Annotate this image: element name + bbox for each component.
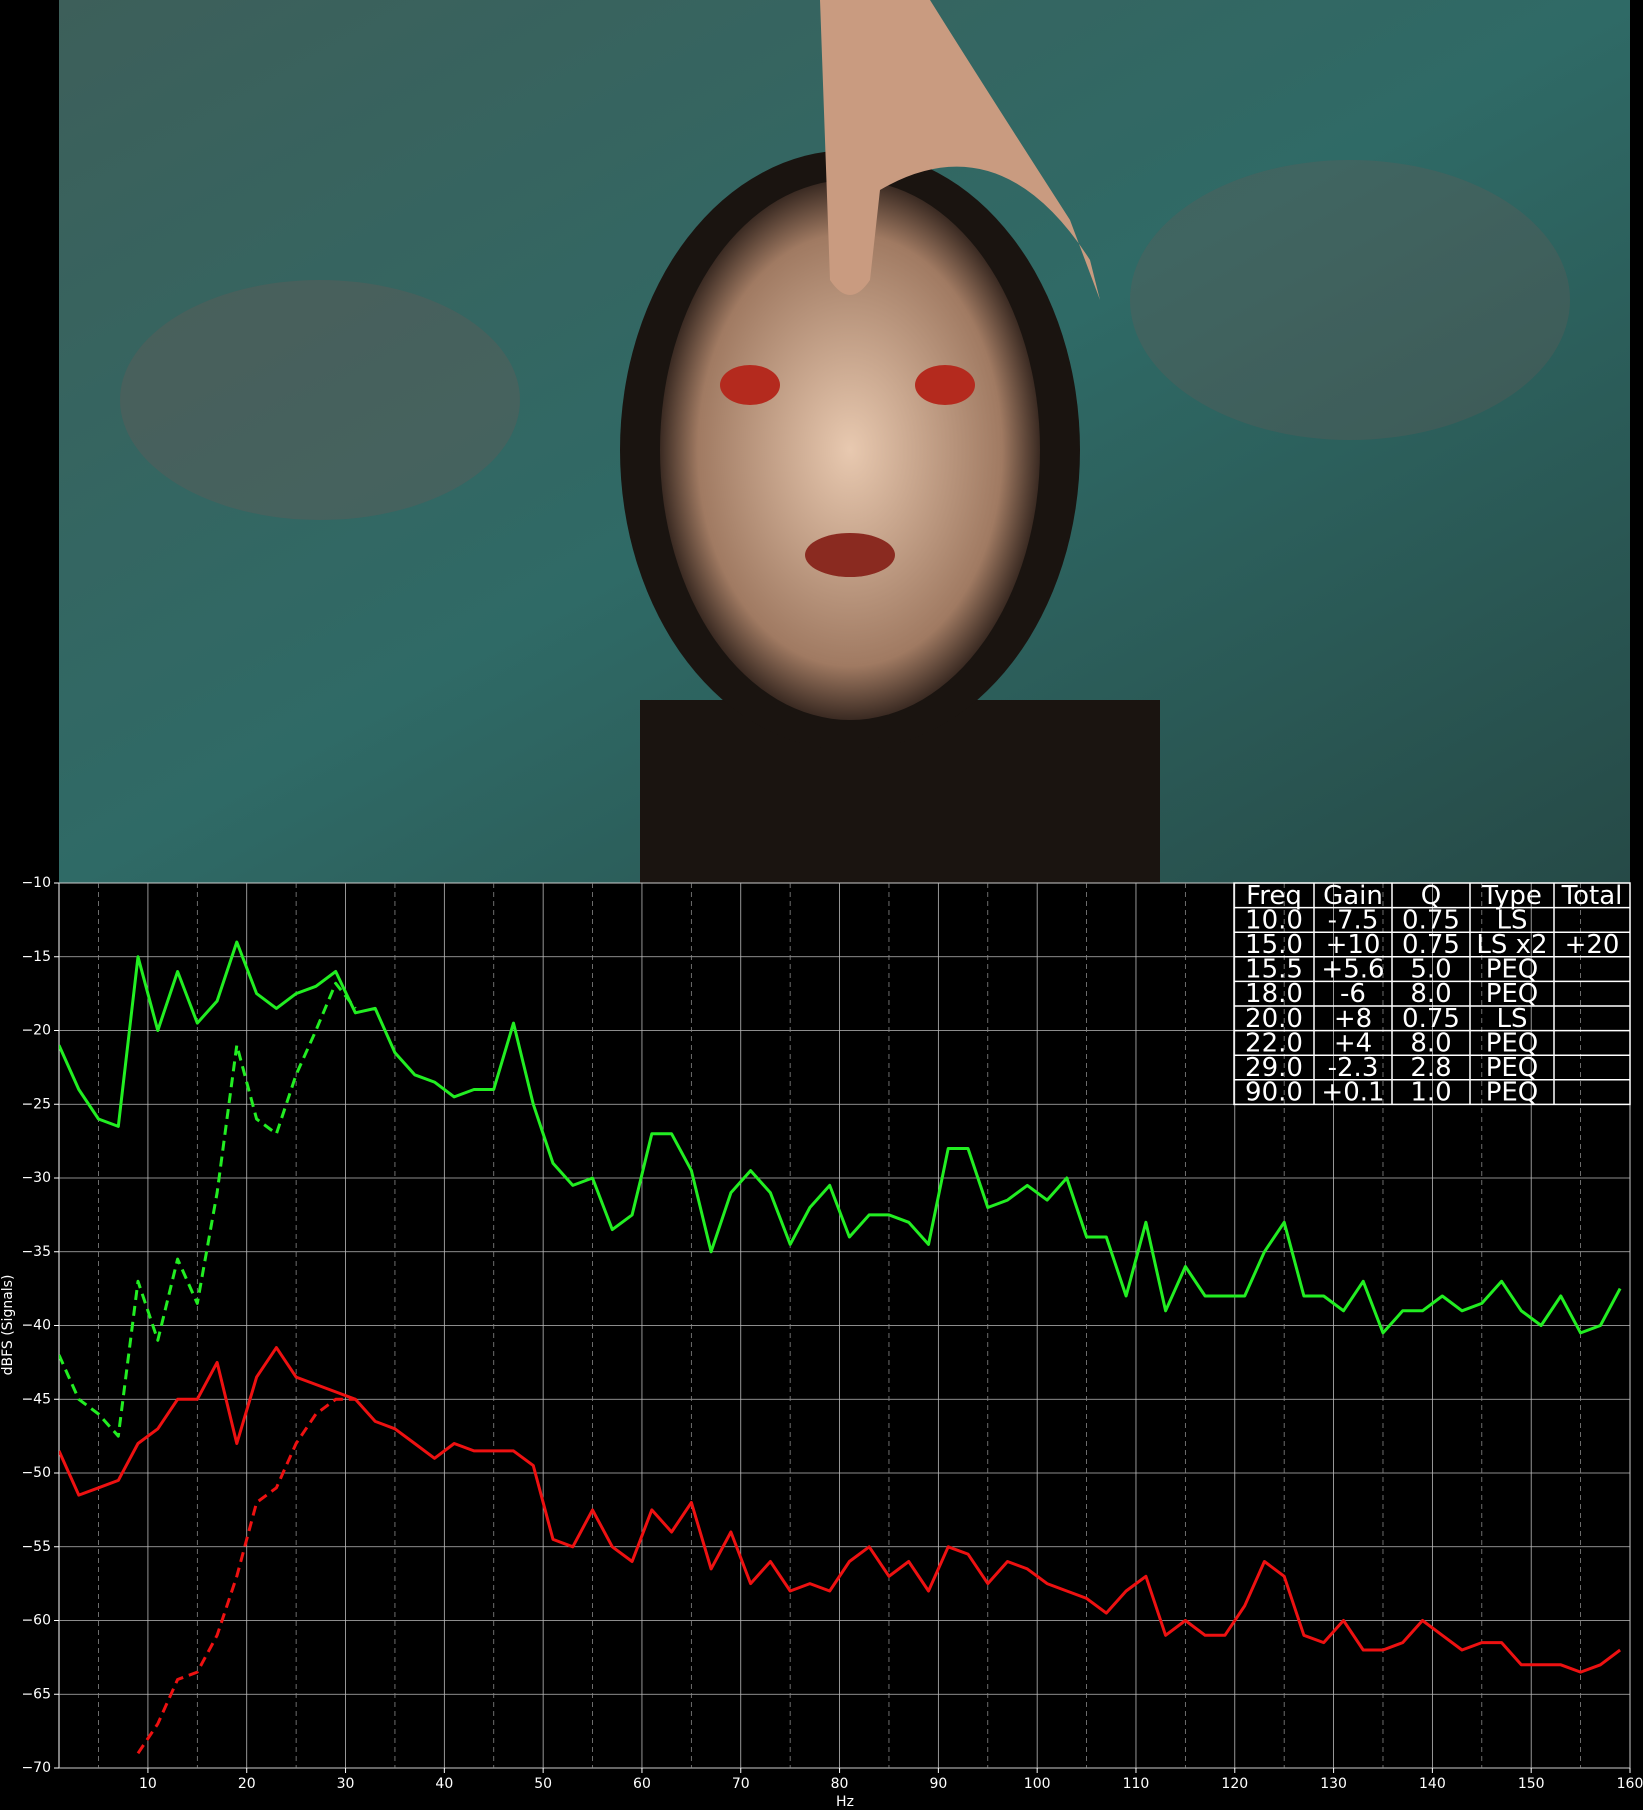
x-tick-label: 90 (929, 1776, 947, 1792)
table-cell: 15.0 (1245, 930, 1303, 960)
line (136, 1397, 356, 1755)
table-cell: 20.0 (1245, 1004, 1303, 1034)
y-tick-label: −55 (21, 1539, 51, 1555)
table-cell: +10 (1326, 930, 1381, 960)
table-cell: +0.1 (1321, 1078, 1384, 1108)
table-cell: LS x2 (1476, 930, 1547, 960)
table-cell: 1.0 (1410, 1078, 1451, 1108)
table-cell: PEQ (1486, 1028, 1539, 1058)
table-cell: 10.0 (1245, 905, 1303, 935)
y-tick-label: −10 (21, 875, 51, 891)
table-cell: 15.5 (1245, 955, 1303, 985)
x-tick-label: 80 (831, 1776, 849, 1792)
x-tick-label: 140 (1419, 1776, 1446, 1792)
table-cell: PEQ (1486, 1078, 1539, 1108)
table-cell: 8.0 (1410, 1028, 1451, 1058)
table-header: Freq (1246, 881, 1302, 911)
table-cell: PEQ (1486, 955, 1539, 985)
y-tick-label: −70 (21, 1760, 51, 1776)
x-tick-label: 120 (1221, 1776, 1248, 1792)
x-tick-label: 40 (435, 1776, 453, 1792)
table-cell: LS (1497, 905, 1528, 935)
x-tick-label: 50 (534, 1776, 552, 1792)
y-tick-label: −35 (21, 1244, 51, 1260)
y-tick-label: −45 (21, 1391, 51, 1407)
x-tick-label: 130 (1320, 1776, 1347, 1792)
table-cell: +4 (1334, 1028, 1372, 1058)
table-cell: 0.75 (1402, 930, 1460, 960)
x-tick-label: 20 (238, 1776, 256, 1792)
y-axis-label: dBFS (Signals) (0, 1275, 16, 1376)
table-cell: 22.0 (1245, 1028, 1303, 1058)
series-group (59, 940, 1622, 1755)
table-cell: +20 (1565, 930, 1620, 960)
x-tick-label: 160 (1617, 1776, 1643, 1792)
x-tick-label: 70 (732, 1776, 750, 1792)
table-cell: -6 (1340, 979, 1366, 1009)
table-cell: 2.8 (1410, 1053, 1451, 1083)
x-tick-label: 150 (1518, 1776, 1545, 1792)
y-tick-label: −30 (21, 1170, 51, 1186)
table-cell: 90.0 (1245, 1078, 1303, 1108)
x-tick-label: 10 (139, 1776, 157, 1792)
table-header: Gain (1323, 881, 1383, 911)
x-tick-label: 100 (1024, 1776, 1051, 1792)
table-cell: 5.0 (1410, 955, 1451, 985)
table-cell: -2.3 (1328, 1053, 1379, 1083)
table-cell: LS (1497, 1004, 1528, 1034)
line (59, 940, 1622, 1335)
table-cell: 29.0 (1245, 1053, 1303, 1083)
photo (59, 0, 1630, 883)
y-tick-label: −65 (21, 1686, 51, 1702)
table-cell: -7.5 (1328, 905, 1379, 935)
table-cell: 8.0 (1410, 979, 1451, 1009)
table-header: Q (1421, 881, 1441, 911)
y-tick-label: −50 (21, 1465, 51, 1481)
table-cell: +5.6 (1321, 955, 1384, 985)
x-tick-label: 60 (633, 1776, 651, 1792)
line (59, 1346, 1622, 1674)
y-tick-label: −60 (21, 1613, 51, 1629)
table-frame (1233, 882, 1631, 1106)
table-header: Type (1481, 881, 1542, 911)
table-cell: 0.75 (1402, 905, 1460, 935)
table-cell: 0.75 (1402, 1004, 1460, 1034)
x-tick-label: 30 (337, 1776, 355, 1792)
y-tick-label: −15 (21, 949, 51, 965)
y-tick-label: −40 (21, 1318, 51, 1334)
table-header: Total (1561, 881, 1623, 911)
x-axis-label: Hz (836, 1794, 854, 1810)
table-cell: PEQ (1486, 1053, 1539, 1083)
x-tick-label: 110 (1123, 1776, 1150, 1792)
table-cell: +8 (1334, 1004, 1372, 1034)
table-cell: PEQ (1486, 979, 1539, 1009)
table-cell: 18.0 (1245, 979, 1303, 1009)
y-tick-label: −25 (21, 1096, 51, 1112)
y-tick-label: −20 (21, 1023, 51, 1039)
line (59, 981, 357, 1438)
